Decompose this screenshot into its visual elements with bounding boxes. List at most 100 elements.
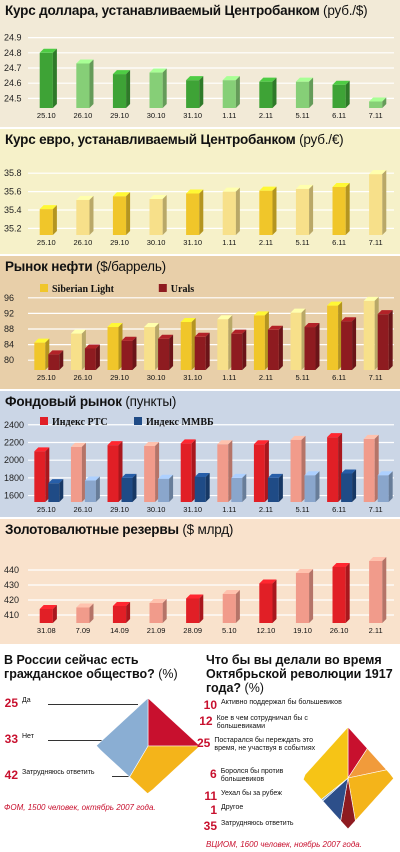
x-tick-label: 7.11 <box>369 373 383 382</box>
x-tick-label: 30.10 <box>147 238 166 247</box>
poll1-diamond-chart <box>95 697 201 794</box>
x-tick-label: 5.10 <box>222 626 237 635</box>
poll1-title: В России сейчас есть гражданское обществ… <box>4 653 178 681</box>
oil-market-title: Рынок нефти ($/баррель) <box>5 259 166 274</box>
x-tick-label: 26.10 <box>330 626 349 635</box>
legend-label: Индекс ММВБ <box>146 417 214 428</box>
oil-market-chart: 80 84 88 92 96 25.10 26.10 29.10 30.10 31.10 1.11 2… <box>4 284 394 382</box>
poll2-answer: 25 Постарался бы переждать это время, не … <box>197 736 316 752</box>
bar <box>39 605 57 623</box>
bar <box>377 310 393 370</box>
x-tick-label: 26.10 <box>74 111 93 120</box>
x-tick-label: 19.10 <box>293 626 312 635</box>
usd-rate-title: Курс доллара, устанавливаемый Центробанк… <box>5 3 368 18</box>
bar <box>121 473 137 502</box>
bar <box>180 317 196 370</box>
bar <box>231 473 247 502</box>
bar <box>290 308 306 370</box>
y-tick-label: 430 <box>4 580 19 590</box>
bar <box>231 329 247 370</box>
poll2-answer: 11 Уехал бы за рубеж <box>204 789 282 803</box>
x-tick-label: 31.10 <box>183 238 202 247</box>
x-tick-label: 7.09 <box>76 626 91 635</box>
bar <box>149 194 167 235</box>
bar <box>76 59 94 108</box>
bar <box>70 329 86 370</box>
bar <box>222 590 240 623</box>
bar <box>259 77 277 108</box>
x-tick-label: 29.10 <box>110 111 129 120</box>
usd-rate-chart: 24.5 24.6 24.7 24.8 24.9 25.10 26.10 29.10 30.10… <box>4 33 394 120</box>
y-tick-label: 92 <box>4 308 14 318</box>
bar <box>39 48 57 108</box>
oil-market-panel: Рынок нефти ($/баррель) 80 84 88 92 96 25.10 2… <box>0 256 400 389</box>
y-tick-label: 24.9 <box>4 33 22 43</box>
poll2-source: ВЦИОМ, 1600 человек, ноябрь 2007 года. <box>206 840 362 849</box>
poll-slice <box>302 726 349 800</box>
x-tick-label: 6.11 <box>332 505 346 514</box>
bar <box>149 68 167 108</box>
bar <box>222 76 240 108</box>
bar <box>112 70 131 108</box>
poll-slice <box>347 747 388 779</box>
bar <box>194 472 210 502</box>
legend-swatch <box>134 417 142 425</box>
x-tick-label: 21.09 <box>147 626 166 635</box>
y-tick-label: 24.7 <box>4 63 22 73</box>
bar <box>259 579 277 623</box>
bar <box>267 325 283 370</box>
bar <box>76 195 94 235</box>
bar <box>369 97 387 108</box>
y-tick-label: 1800 <box>4 473 24 483</box>
reserves-chart: 410 420 430 440 31.08 7.09 14.09 21.09 28.09 5.10… <box>4 557 394 635</box>
bar <box>363 296 379 370</box>
bar <box>217 315 233 370</box>
x-tick-label: 1.11 <box>222 505 236 514</box>
y-tick-label: 35.4 <box>4 205 22 215</box>
bar <box>332 563 350 623</box>
x-tick-label: 7.11 <box>369 238 383 247</box>
y-tick-label: 1600 <box>4 491 24 501</box>
bar <box>107 441 123 502</box>
x-tick-label: 29.10 <box>110 238 129 247</box>
x-tick-label: 2.11 <box>259 505 273 514</box>
eur-rate-chart: 35.2 35.4 35.6 35.8 25.10 26.10 29.10 30.10 31.1… <box>4 168 394 247</box>
x-tick-label: 5.11 <box>295 505 309 514</box>
x-tick-label: 1.11 <box>222 111 236 120</box>
x-tick-label: 2.11 <box>369 626 383 635</box>
x-tick-label: 1.11 <box>222 238 236 247</box>
bar <box>144 323 160 370</box>
x-tick-label: 31.10 <box>183 505 202 514</box>
poll-slice <box>129 745 201 794</box>
legend-swatch <box>40 417 48 425</box>
y-tick-label: 35.8 <box>4 168 22 178</box>
poll2-answer: 12 Кое в чем сотрудничал бы с большевикам… <box>199 714 308 730</box>
poll-slice <box>347 769 395 822</box>
legend-label: Siberian Light <box>52 284 115 295</box>
x-tick-label: 31.10 <box>183 111 202 120</box>
x-tick-label: 6.11 <box>332 238 346 247</box>
y-tick-label: 96 <box>4 293 14 303</box>
poll1-answer: 42 Затрудняюсь ответить <box>4 768 95 782</box>
bar <box>253 311 269 370</box>
eur-rate-title: Курс евро, устанавливаемый Центробанком … <box>5 132 344 147</box>
poll2-answer: 35 Затрудняюсь ответить <box>203 819 294 833</box>
poll1-source: ФОМ, 1500 человек, октябрь 2007 года. <box>4 803 156 812</box>
x-tick-label: 25.10 <box>37 373 56 382</box>
y-tick-label: 80 <box>4 355 14 365</box>
bar <box>149 599 167 623</box>
x-tick-label: 26.10 <box>74 505 93 514</box>
bar <box>222 187 240 235</box>
y-tick-label: 2200 <box>4 437 24 447</box>
bar <box>48 479 64 502</box>
bar <box>144 442 160 502</box>
bar <box>158 474 174 502</box>
bar <box>267 473 283 502</box>
bar <box>304 323 320 370</box>
legend-swatch <box>158 284 167 292</box>
legend-label: Индекс РТС <box>52 417 108 428</box>
y-tick-label: 35.2 <box>4 223 22 233</box>
bar <box>253 440 269 502</box>
bar <box>332 183 350 235</box>
y-tick-label: 24.8 <box>4 48 22 58</box>
